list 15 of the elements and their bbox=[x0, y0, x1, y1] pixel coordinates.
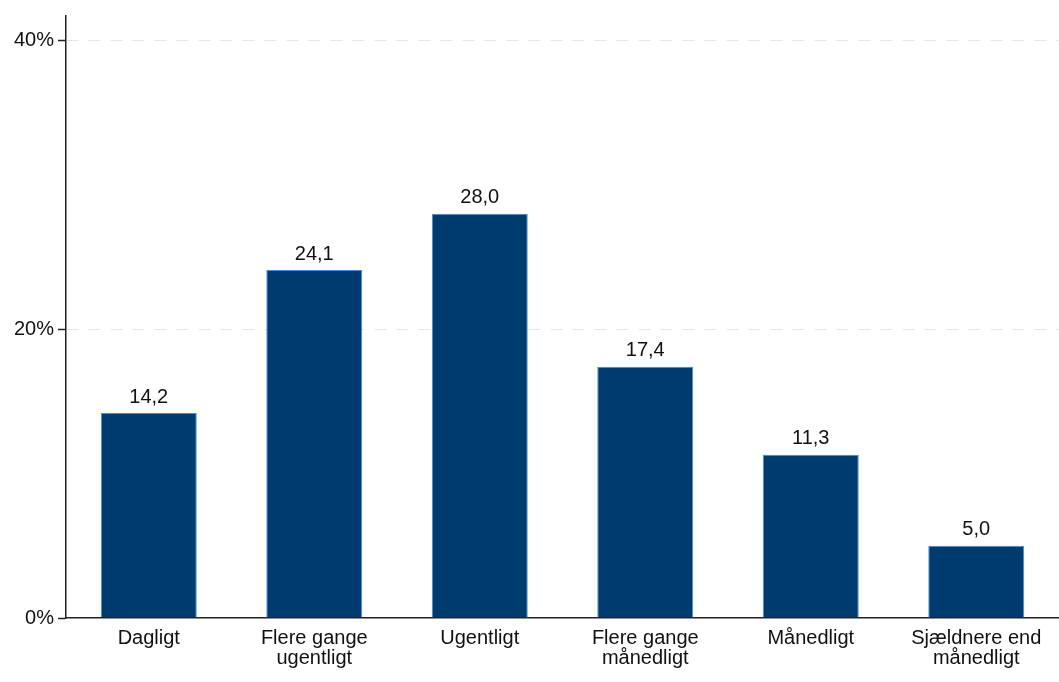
y-tick-label: 0% bbox=[25, 605, 55, 628]
x-tick-label: Dagligt bbox=[117, 625, 181, 648]
x-tick-label: Månedligt bbox=[767, 625, 855, 648]
x-tick-label: Flere gange månedligt bbox=[591, 625, 699, 668]
data-label: 24,1 bbox=[294, 241, 334, 264]
data-label: 11,3 bbox=[792, 426, 830, 449]
y-tick-label: 40% bbox=[14, 28, 55, 51]
data-label: 17,4 bbox=[625, 338, 665, 361]
x-tick-label: Ugentligt bbox=[440, 625, 520, 648]
data-label: 28,0 bbox=[460, 185, 500, 208]
y-tick-label: 20% bbox=[14, 316, 55, 339]
x-tick-label: Flere gange ugentligt bbox=[260, 625, 368, 668]
data-label: 5,0 bbox=[962, 517, 991, 540]
data-label: 14,2 bbox=[129, 384, 169, 407]
x-tick-label: Sjældnere end månedligt bbox=[911, 625, 1042, 668]
